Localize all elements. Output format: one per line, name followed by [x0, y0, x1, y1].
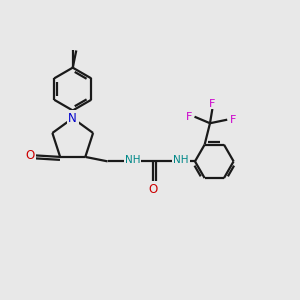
Text: F: F — [186, 112, 192, 122]
Text: NH: NH — [125, 155, 140, 166]
Text: N: N — [68, 112, 77, 125]
Text: F: F — [209, 99, 216, 109]
Text: NH: NH — [173, 155, 188, 166]
Text: O: O — [26, 149, 35, 162]
Text: F: F — [230, 115, 236, 125]
Text: O: O — [148, 183, 158, 196]
